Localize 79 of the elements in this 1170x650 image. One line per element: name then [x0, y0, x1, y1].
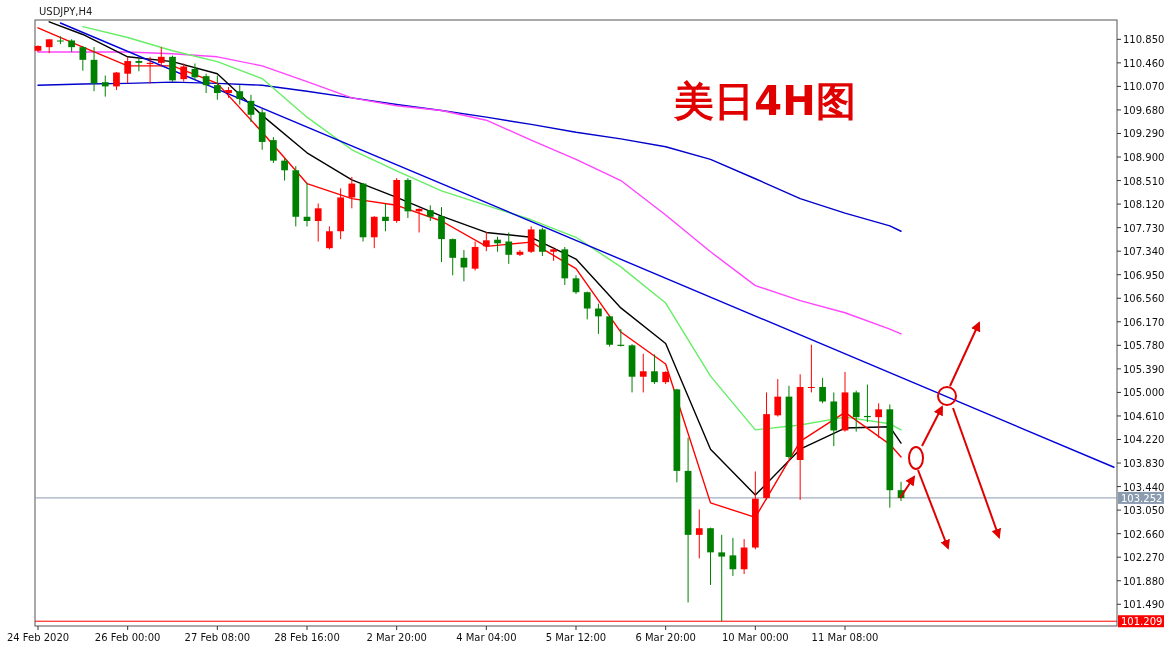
y-tick-label: 105.000 [1123, 387, 1165, 399]
y-tick-label: 109.290 [1123, 128, 1165, 140]
candlestick [101, 75, 109, 98]
candlestick [449, 238, 457, 276]
y-tick-label: 110.850 [1123, 34, 1165, 46]
candlestick [505, 231, 513, 265]
candlestick [213, 75, 221, 101]
y-tick-label: 108.900 [1123, 152, 1165, 164]
y-tick-label: 105.780 [1123, 340, 1165, 352]
ref-line-label: 103.252 [1121, 492, 1163, 504]
candlestick [79, 45, 87, 72]
y-tick-label: 106.170 [1123, 316, 1165, 328]
y-tick-label: 110.460 [1123, 57, 1165, 69]
candlestick [348, 176, 356, 209]
y-tick-label: 109.680 [1123, 104, 1165, 116]
y-tick-label: 106.560 [1123, 293, 1165, 305]
candlestick [527, 225, 535, 254]
chart-subtitle: USDJPY,H4 [39, 6, 93, 17]
candlestick [270, 136, 277, 164]
candlestick [819, 377, 826, 404]
candlestick [729, 537, 737, 577]
x-tick-label: 6 Mar 20:00 [635, 632, 696, 643]
x-tick-label: 2 Mar 20:00 [366, 632, 427, 643]
y-tick-label: 105.390 [1123, 363, 1165, 375]
y-tick-label: 104.220 [1123, 434, 1165, 446]
candlestick [482, 231, 490, 252]
candlestick [651, 353, 658, 385]
y-tick-label: 103.050 [1123, 505, 1165, 517]
y-tick-label: 104.610 [1123, 410, 1165, 422]
candlestick [583, 291, 591, 320]
candlestick [314, 202, 322, 243]
candlestick [438, 206, 445, 263]
x-tick-label: 4 Mar 04:00 [456, 632, 517, 643]
candlestick [124, 56, 132, 84]
candlestick [236, 84, 244, 105]
x-tick-label: 11 Mar 08:00 [811, 632, 879, 643]
y-tick-label: 107.730 [1123, 222, 1165, 234]
y-tick-label: 110.070 [1123, 81, 1165, 93]
y-tick-label: 103.440 [1123, 481, 1165, 493]
y-tick-label: 107.340 [1123, 246, 1165, 258]
candlestick [247, 94, 255, 123]
candlestick [180, 62, 188, 83]
line-series [82, 25, 902, 431]
candlestick [808, 344, 815, 393]
x-tick-label: 28 Feb 16:00 [274, 632, 340, 643]
line-series [37, 81, 902, 232]
candlestick [135, 58, 143, 72]
candlestick [595, 303, 602, 335]
candlestick [718, 534, 726, 622]
candlestick [516, 249, 524, 257]
x-tick-label: 10 Mar 00:00 [721, 632, 789, 643]
text: 美日4H图 [673, 78, 856, 124]
x-tick-label: 5 Mar 12:00 [545, 632, 607, 643]
y-tick-label: 106.950 [1123, 269, 1165, 281]
y-tick-label: 108.120 [1123, 199, 1165, 211]
ref-line-label: 101.209 [1121, 616, 1163, 628]
x-tick-label: 27 Feb 08:00 [184, 632, 251, 643]
candlestick [281, 157, 288, 182]
candlestick [572, 274, 580, 295]
y-tick-label: 101.880 [1123, 575, 1165, 587]
candlestick [639, 353, 647, 393]
candlestick [113, 71, 120, 91]
y-tick-label: 108.510 [1123, 175, 1165, 187]
candlestick [382, 202, 389, 232]
y-tick-label: 101.490 [1123, 599, 1165, 611]
candlestick [774, 378, 782, 418]
candlestick [157, 46, 165, 67]
candlestick [539, 227, 546, 257]
y-tick-label: 102.270 [1123, 552, 1165, 564]
candlestick [695, 509, 703, 559]
x-tick-label: 26 Feb 00:00 [94, 632, 161, 643]
candlestick [471, 241, 479, 271]
candlestick [169, 55, 176, 83]
y-tick-label: 102.660 [1123, 528, 1165, 540]
y-tick-label: 103.830 [1123, 458, 1165, 470]
candlestick [326, 225, 333, 250]
candlestick [875, 402, 882, 439]
candlestick [370, 215, 378, 249]
x-tick-label: 24 Feb 2020 [6, 632, 70, 643]
